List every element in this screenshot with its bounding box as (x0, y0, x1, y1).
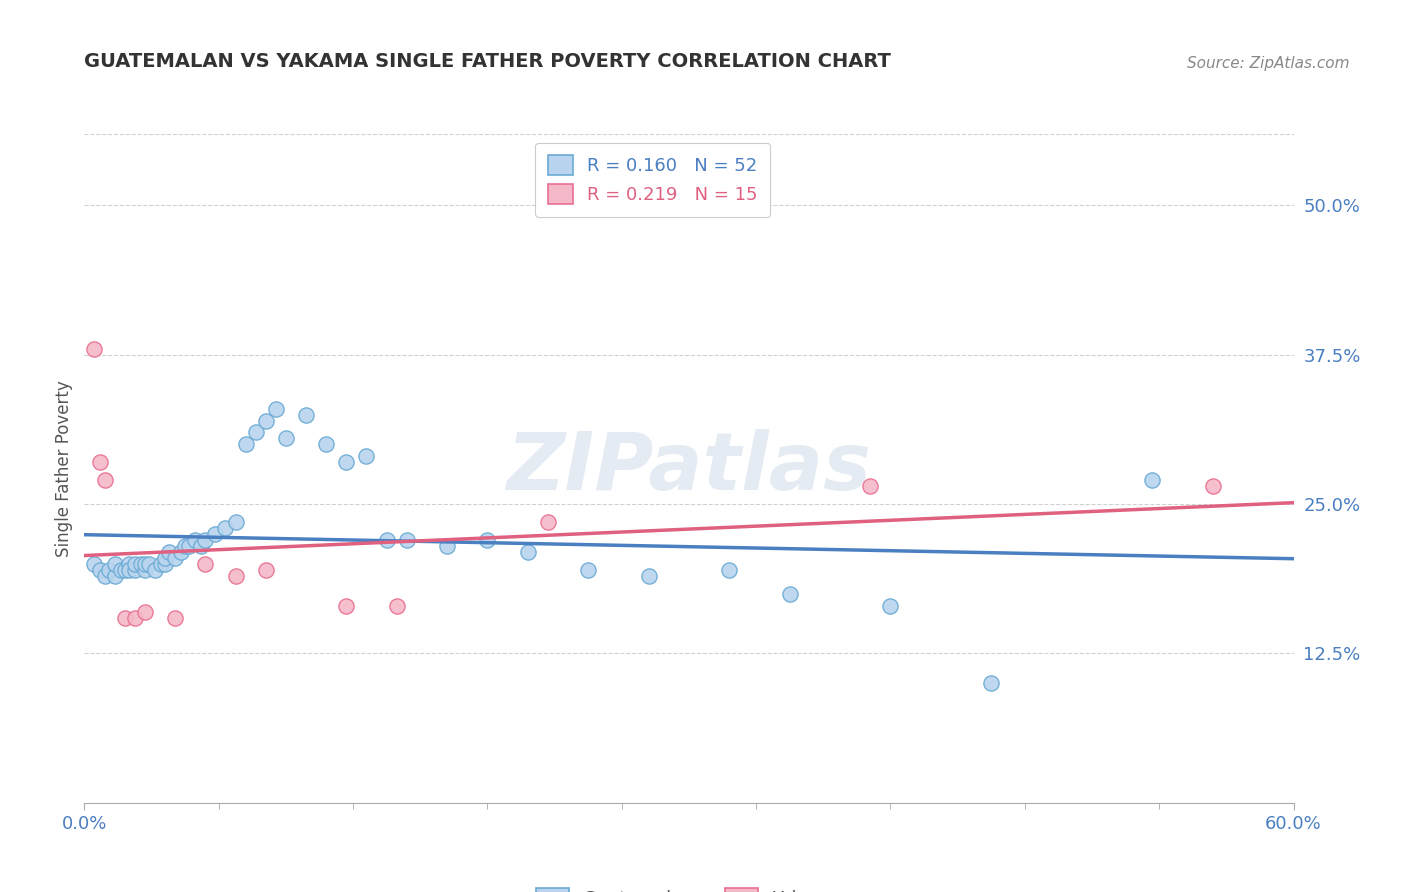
Point (576, 563, 599, 577)
Point (143, 563, 166, 577)
Point (170, 545, 193, 559)
Point (83, 342, 105, 356)
Point (134, 605, 156, 619)
Point (83, 557, 105, 571)
Point (134, 557, 156, 571)
Point (779, 587, 801, 601)
Point (204, 527, 226, 541)
Text: Source: ZipAtlas.com: Source: ZipAtlas.com (1187, 56, 1350, 71)
Text: GUATEMALAN VS YAKAMA SINGLE FATHER POVERTY CORRELATION CHART: GUATEMALAN VS YAKAMA SINGLE FATHER POVER… (84, 53, 891, 71)
Point (1202, 479, 1225, 493)
Point (118, 557, 141, 571)
Point (335, 455, 357, 469)
Point (93, 473, 115, 487)
Point (245, 425, 267, 440)
Point (138, 557, 160, 571)
Point (637, 569, 659, 583)
Point (194, 533, 217, 547)
Point (190, 539, 212, 553)
Point (356, 450, 378, 464)
Point (104, 557, 127, 571)
Point (225, 515, 247, 529)
Point (385, 599, 408, 613)
Point (395, 533, 418, 547)
Point (124, 610, 146, 624)
Point (477, 533, 499, 547)
Point (124, 557, 146, 571)
Point (225, 569, 247, 583)
Point (149, 557, 172, 571)
Point (235, 437, 257, 451)
Y-axis label: Single Father Poverty: Single Father Poverty (55, 380, 73, 557)
Point (89, 563, 111, 577)
Point (254, 413, 277, 427)
Point (980, 676, 1002, 690)
Point (859, 479, 882, 493)
Point (436, 539, 458, 553)
Point (165, 610, 187, 624)
Point (134, 563, 156, 577)
Text: ZIPatlas: ZIPatlas (506, 429, 872, 508)
Point (179, 539, 201, 553)
Point (104, 569, 127, 583)
Point (194, 557, 217, 571)
Point (274, 432, 297, 446)
Point (157, 545, 180, 559)
Point (254, 563, 277, 577)
Point (1142, 473, 1164, 487)
Point (97, 563, 120, 577)
Point (718, 563, 741, 577)
Point (93, 569, 115, 583)
Point (335, 599, 357, 613)
Point (165, 550, 187, 565)
Point (114, 563, 136, 577)
Point (295, 408, 318, 422)
Point (153, 550, 176, 565)
Legend: Guatemalans, Yakama: Guatemalans, Yakama (527, 879, 851, 892)
Point (537, 515, 560, 529)
Point (315, 437, 337, 451)
Point (124, 563, 146, 577)
Point (153, 557, 176, 571)
Point (114, 610, 136, 624)
Point (110, 563, 132, 577)
Point (516, 545, 538, 559)
Point (214, 521, 236, 535)
Point (375, 533, 398, 547)
Point (174, 539, 197, 553)
Point (879, 599, 901, 613)
Point (118, 563, 141, 577)
Point (264, 401, 287, 416)
Point (89, 455, 111, 469)
Point (129, 557, 152, 571)
Point (184, 533, 207, 547)
